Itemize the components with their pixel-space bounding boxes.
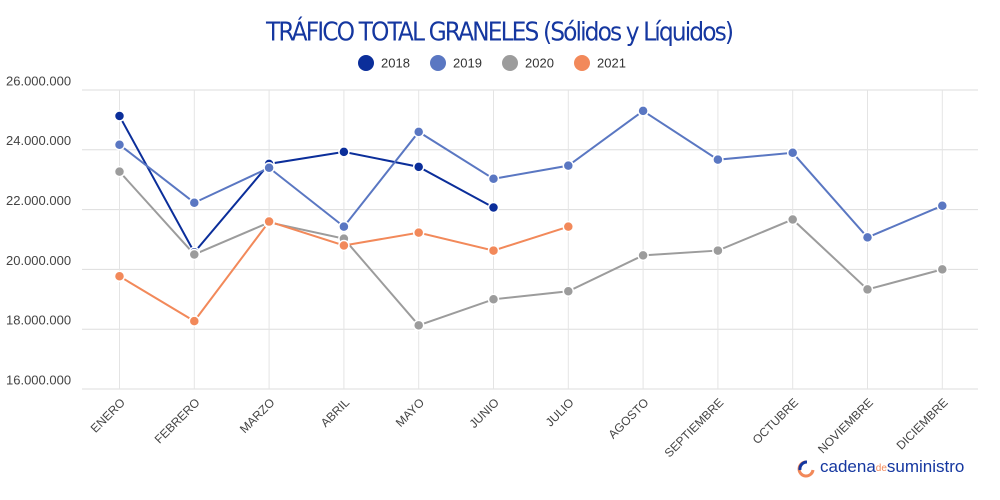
x-tick-label: OCTUBRE: [750, 395, 801, 446]
data-point: [936, 263, 949, 276]
y-tick-label: 24.000.000: [6, 133, 71, 148]
data-point: [188, 315, 201, 327]
legend-label: 2019: [453, 55, 482, 70]
logo-icon: [798, 460, 808, 471]
x-tick-label: ENERO: [88, 395, 128, 435]
data-point: [113, 138, 126, 151]
data-point: [188, 248, 201, 261]
x-tick-label: SEPTIEMBRE: [662, 395, 727, 460]
data-point: [936, 199, 949, 212]
data-point: [637, 249, 649, 262]
data-point: [338, 220, 350, 233]
data-point: [562, 159, 575, 172]
data-point: [786, 213, 799, 226]
x-tick-label: DICIEMBRE: [894, 395, 951, 452]
x-tick-label: AGOSTO: [605, 395, 651, 441]
data-point: [562, 285, 575, 297]
x-tick-label: JUNIO: [467, 395, 502, 430]
data-point: [263, 161, 275, 174]
logo-text: cadenadesuministro: [820, 457, 964, 476]
data-point: [712, 153, 724, 166]
data-point: [338, 239, 350, 252]
y-tick-label: 18.000.000: [6, 313, 71, 328]
x-tick-label: NOVIEMBRE: [815, 395, 876, 456]
data-point: [412, 161, 425, 173]
data-point: [712, 244, 724, 257]
data-point: [412, 126, 425, 138]
x-tick-label: FEBRERO: [152, 395, 203, 446]
series-line: [118, 109, 943, 239]
data-point: [338, 146, 350, 158]
data-point: [412, 226, 425, 239]
data-point: [263, 215, 275, 228]
legend-marker: [430, 55, 446, 71]
legend-marker: [502, 55, 518, 71]
series-line: [118, 115, 494, 255]
y-tick-label: 20.000.000: [6, 253, 71, 268]
legend-marker: [358, 55, 374, 71]
chart-title: TRÁFICO TOTAL GRANELES (Sólidos y Líquid…: [265, 16, 734, 48]
data-point: [113, 165, 126, 178]
data-point: [487, 293, 500, 306]
logo: cadenadesuministro: [797, 457, 964, 478]
data-point: [487, 201, 500, 214]
series-line: [118, 170, 943, 327]
y-tick-label: 26.000.000: [6, 73, 71, 88]
y-tick-label: 22.000.000: [6, 193, 71, 208]
x-tick-label: MAYO: [393, 395, 427, 429]
legend-label: 2020: [525, 55, 554, 70]
data-point: [188, 196, 201, 209]
x-tick-label: JULIO: [543, 395, 577, 429]
data-point: [861, 231, 874, 244]
data-point: [412, 319, 425, 332]
legend-label: 2018: [381, 55, 410, 70]
y-tick-label: 16.000.000: [6, 372, 71, 387]
data-point: [113, 270, 126, 283]
data-point: [786, 147, 799, 159]
data-point: [487, 173, 500, 185]
legend-marker: [574, 55, 590, 71]
data-point: [487, 244, 500, 257]
data-point: [113, 110, 126, 122]
x-tick-label: MARZO: [237, 395, 278, 436]
data-point: [637, 105, 649, 117]
data-point: [861, 283, 874, 296]
data-point: [562, 220, 575, 233]
x-tick-label: ABRIL: [318, 395, 353, 430]
legend-label: 2021: [597, 55, 626, 70]
